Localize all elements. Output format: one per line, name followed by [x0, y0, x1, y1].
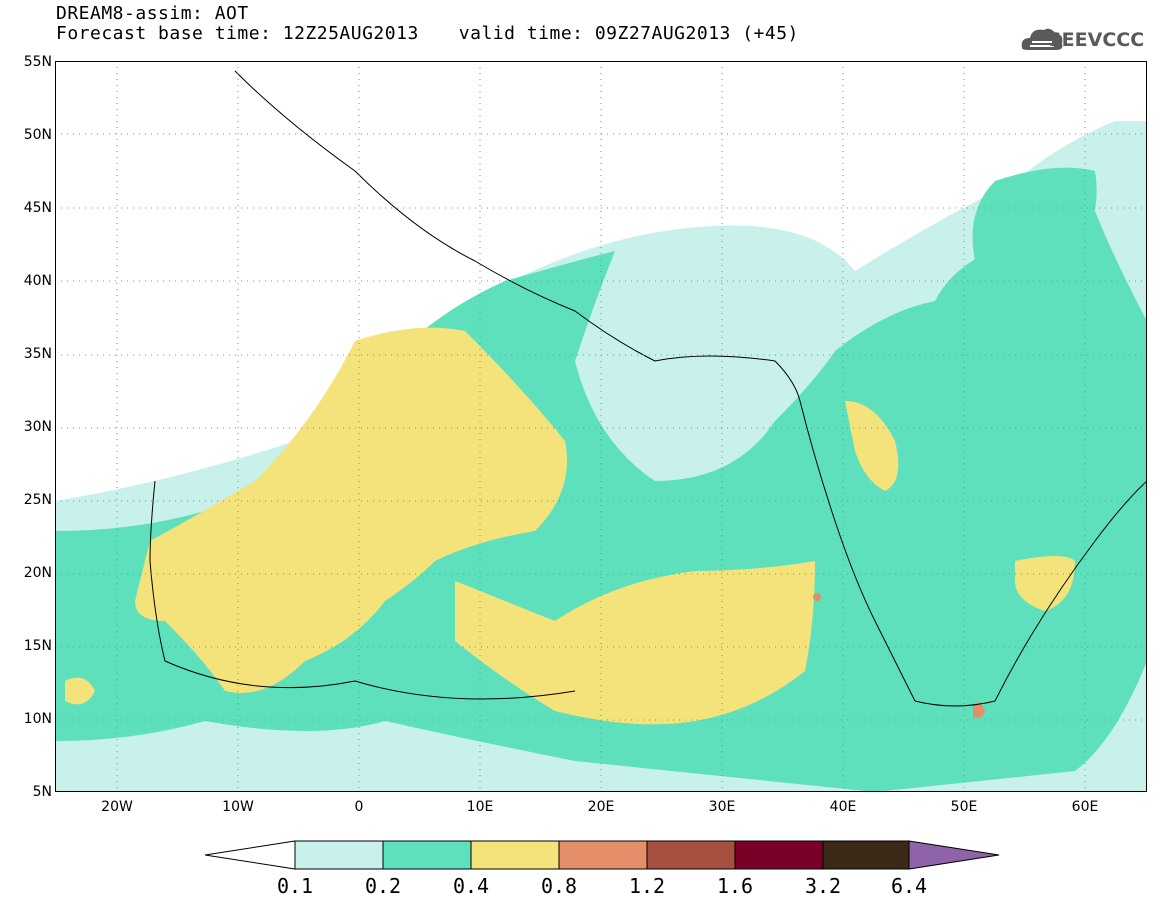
lon-label: 40E [829, 799, 857, 815]
lat-label: 15N [23, 638, 52, 654]
colorbar-tick-label: 0.1 [276, 874, 314, 898]
coastlines [149, 70, 1147, 707]
lat-label: 40N [23, 273, 52, 289]
lat-label: 20N [23, 565, 52, 581]
lat-label: 25N [23, 492, 52, 508]
title-product: DREAM8-assim: AOT [56, 3, 249, 24]
lat-label: 45N [23, 200, 52, 216]
forecast-base-time: Forecast base time: 12Z25AUG2013 [56, 23, 419, 44]
colorbar-tick-label: 3.2 [804, 874, 842, 898]
aot-map [55, 61, 1147, 792]
colorbar-segment [294, 840, 384, 870]
cloud-logo-icon [1021, 28, 1063, 50]
colorbar-segment [734, 840, 824, 870]
colorbar [205, 840, 1000, 870]
lon-label: 60E [1071, 799, 1099, 815]
map-title: DREAM8-assim: AOT Forecast base time: 12… [56, 4, 799, 44]
colorbar-segment [646, 840, 736, 870]
logo-text: SEEVCCC [1048, 29, 1145, 51]
colorbar-tick-label: 0.4 [452, 874, 490, 898]
colorbar-segment [822, 840, 910, 870]
lon-label: 10E [466, 799, 494, 815]
valid-time: valid time: 09Z27AUG2013 (+45) [458, 23, 799, 44]
aot-level-0-8-area [813, 593, 985, 719]
colorbar-tick-label: 1.2 [628, 874, 666, 898]
lat-label: 50N [23, 127, 52, 143]
lat-label: 30N [23, 419, 52, 435]
colorbar-under-arrow [205, 840, 296, 870]
lon-label: 30E [708, 799, 736, 815]
colorbar-tick-label: 0.8 [540, 874, 578, 898]
colorbar-segment [382, 840, 472, 870]
lat-label: 10N [23, 711, 52, 727]
lon-label: 0 [354, 799, 364, 815]
colorbar-tick-label: 1.6 [716, 874, 754, 898]
lon-label: 20E [587, 799, 615, 815]
lat-label: 55N [23, 54, 52, 70]
colorbar-tick-label: 0.2 [364, 874, 402, 898]
lat-label: 5N [32, 784, 52, 800]
colorbar-tick-label: 6.4 [890, 874, 928, 898]
aot-level-0-4-area [65, 327, 1075, 725]
lon-label: 20W [101, 799, 133, 815]
colorbar-segment [470, 840, 560, 870]
lon-label: 50E [950, 799, 978, 815]
colorbar-over-arrow [908, 840, 1000, 870]
colorbar-segment [558, 840, 648, 870]
lat-label: 35N [23, 346, 52, 362]
graticule [55, 61, 1147, 792]
lon-label: 10W [222, 799, 254, 815]
